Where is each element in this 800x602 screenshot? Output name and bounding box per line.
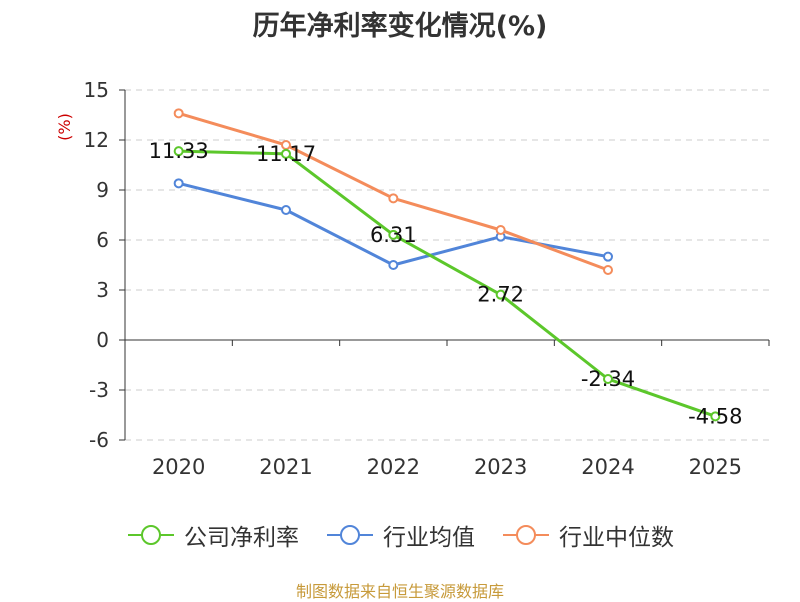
data-label: -4.58 [688,404,742,428]
data-point [173,178,184,189]
y-tick-label: 6 [96,228,109,252]
source-note: 制图数据来自恒生聚源数据库 [295,582,504,601]
data-point [281,205,291,215]
chart-title: 历年净利率变化情况(%) [252,11,548,42]
legend-item[interactable]: 公司净利率 [126,518,299,552]
y-axis-label: (%) [55,113,74,141]
legend: 公司净利率 行业均值 行业中位数 [0,518,800,552]
legend-label: 公司净利率 [184,525,299,551]
data-point [388,193,399,204]
x-tick-label: 2022 [367,455,420,479]
y-tick-label: 0 [96,328,109,352]
legend-label: 行业中位数 [559,525,674,551]
legend-item[interactable]: 行业中位数 [501,518,674,552]
data-point [173,146,184,157]
y-tick-label: 3 [96,278,109,302]
data-label: 6.31 [370,223,417,247]
data-label: 11.17 [256,142,316,166]
legend-marker-icon [327,525,373,545]
data-point [495,225,506,235]
data-point [603,251,613,262]
series-line [178,149,716,418]
grid-lines [125,89,769,441]
x-tick-label: 2023 [474,455,527,479]
y-tick-label: -3 [89,378,109,402]
data-point [603,265,613,275]
x-tick-label: 2025 [689,455,742,479]
x-tick-label: 2020 [152,455,205,479]
data-point [281,148,291,159]
x-tick-label: 2024 [581,455,634,479]
legend-marker-icon [128,525,174,545]
legend-label: 行业均值 [383,525,475,551]
data-label: 2.72 [477,283,524,307]
y-tick-label: 12 [84,128,109,152]
legend-marker-icon [503,525,549,545]
data-point [495,289,506,300]
data-point [388,229,399,240]
data-point [603,374,613,384]
y-tick-label: 9 [96,178,109,202]
data-label: -2.34 [581,367,635,391]
y-tick-label: 15 [84,78,109,102]
data-label: 11.33 [149,139,209,163]
axes: 15 12 9 6 3 0 -3 -6 2020 2021 2022 2023 2024 2025 [84,78,770,479]
data-point [388,260,399,270]
y-tick-label: -6 [89,428,109,452]
series-lines [173,108,721,422]
legend-item[interactable]: 行业均值 [325,518,475,552]
data-point [173,108,184,119]
data-labels: 11.33 11.17 6.31 2.72 -2.34 -4.58 [149,139,743,428]
data-point [710,411,721,422]
x-tick-label: 2021 [259,455,312,479]
